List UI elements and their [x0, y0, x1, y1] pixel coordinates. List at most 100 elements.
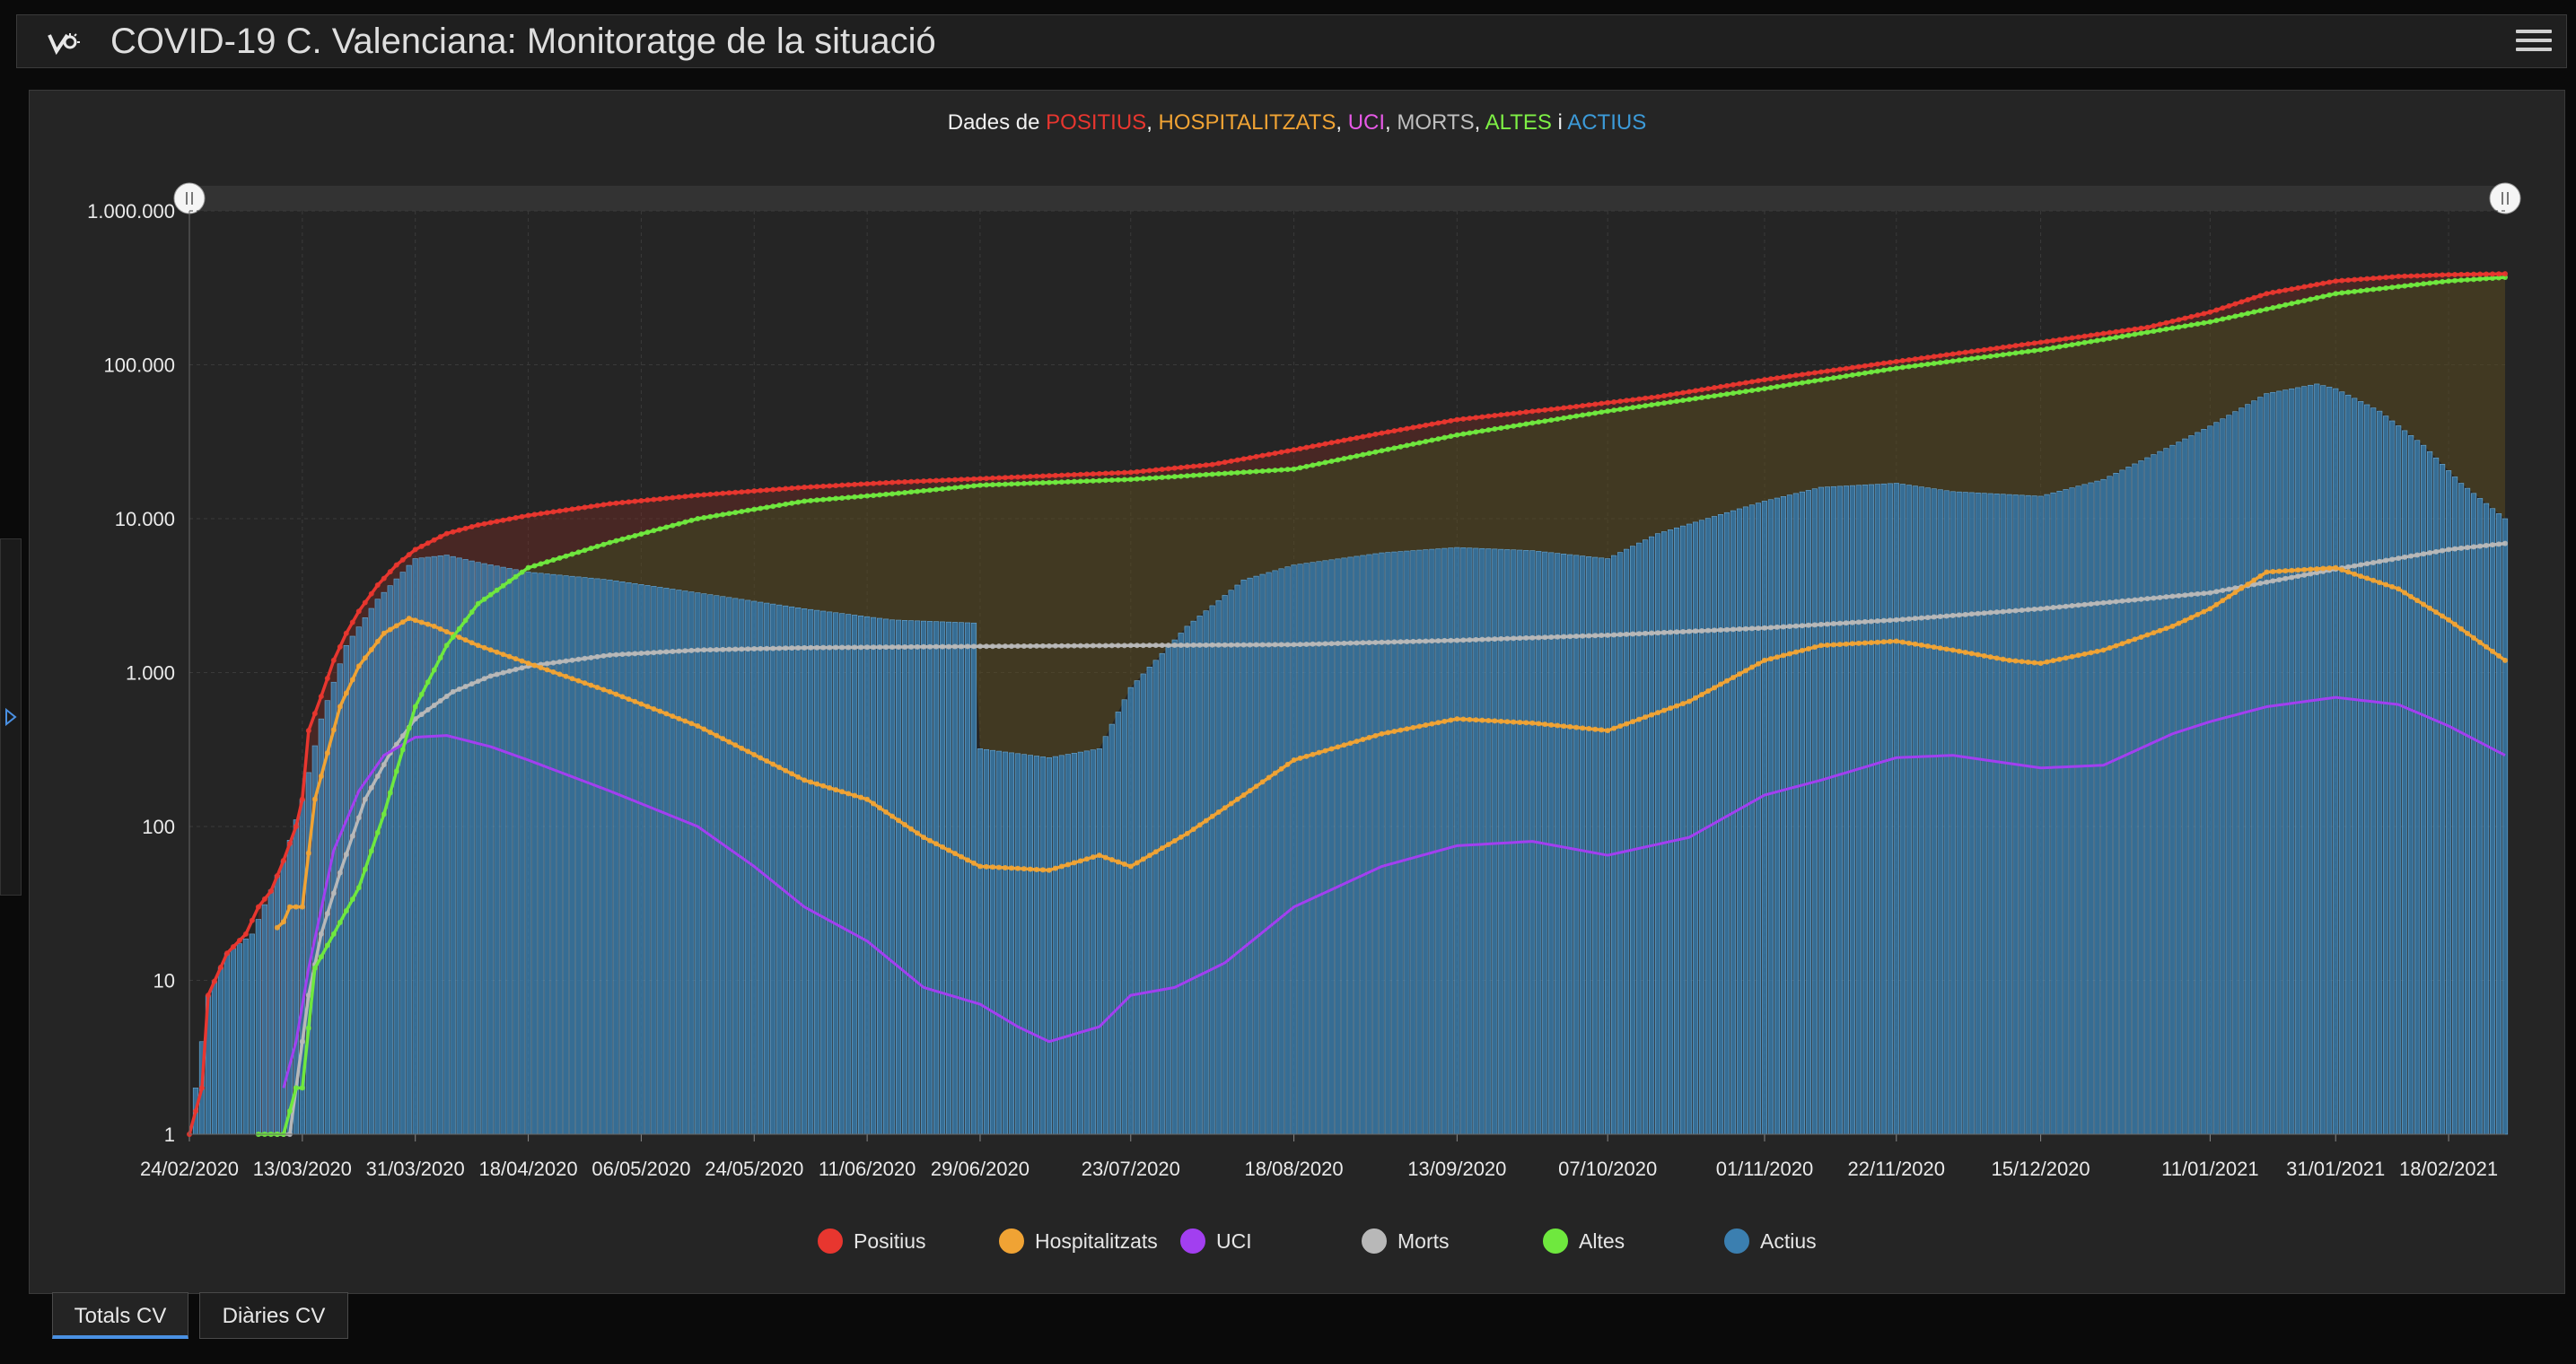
series-point-hospitalitzats: [1454, 716, 1460, 722]
series-point-altes: [1134, 476, 1140, 482]
series-point-altes: [820, 496, 827, 503]
series-point-positius: [1284, 448, 1291, 454]
series-point-hospitalitzats: [506, 653, 513, 660]
series-point-altes: [1347, 454, 1354, 460]
actius-bar: [676, 590, 682, 1135]
series-point-positius: [1767, 376, 1774, 382]
series-point-altes: [1836, 374, 1843, 380]
series-point-hospitalitzats: [2125, 638, 2132, 644]
series-point-morts: [1215, 642, 1222, 648]
series-point-altes: [1987, 353, 1993, 359]
hamburger-menu-icon[interactable]: [2516, 24, 2552, 60]
series-point-positius: [2264, 291, 2270, 297]
legend-item-positius[interactable]: Positius: [818, 1223, 926, 1259]
series-point-positius: [2352, 276, 2358, 283]
series-point-morts: [977, 643, 983, 650]
series-point-positius: [1121, 469, 1127, 476]
legend-item-uci[interactable]: UCI: [1180, 1223, 1252, 1259]
actius-bar: [1203, 610, 1209, 1135]
series-point-hospitalitzats: [940, 844, 946, 850]
series-point-positius: [2251, 294, 2257, 301]
side-panel-toggle[interactable]: [0, 538, 22, 896]
series-point-morts: [2477, 543, 2484, 549]
actius-bar: [2339, 391, 2345, 1135]
series-point-positius: [494, 519, 500, 525]
actius-bar: [895, 619, 902, 1135]
series-point-hospitalitzats: [563, 673, 569, 679]
series-point-morts: [1240, 642, 1247, 648]
series-point-positius: [995, 475, 1002, 481]
series-point-positius: [1115, 469, 1121, 476]
series-point-positius: [1108, 470, 1115, 477]
series-point-morts: [1818, 621, 1824, 627]
series-point-positius: [619, 500, 626, 506]
series-point-altes: [1171, 474, 1178, 480]
series-point-positius: [2088, 332, 2094, 338]
zoom-handle-left[interactable]: [173, 182, 206, 214]
actius-bar: [1215, 599, 1222, 1135]
series-point-morts: [582, 655, 588, 661]
series-point-positius: [1862, 363, 1868, 369]
series-point-hospitalitzats: [896, 818, 902, 824]
legend-item-morts[interactable]: Morts: [1362, 1223, 1450, 1259]
series-point-morts: [1699, 627, 1705, 634]
series-point-morts: [544, 660, 550, 667]
series-point-morts: [1931, 614, 1937, 620]
series-point-hospitalitzats: [2088, 650, 2094, 656]
actius-bar: [431, 555, 437, 1135]
series-point-positius: [1171, 465, 1178, 471]
series-point-positius: [2446, 272, 2452, 278]
actius-bar: [1146, 667, 1152, 1135]
series-point-morts: [1968, 611, 1975, 617]
series-point-altes: [1266, 468, 1272, 474]
series-point-altes: [1259, 468, 1266, 474]
series-point-morts: [808, 644, 814, 651]
series-point-morts: [871, 644, 877, 651]
series-point-hospitalitzats: [305, 850, 311, 856]
series-point-altes: [425, 679, 431, 686]
actius-bar: [732, 598, 739, 1135]
series-point-positius: [1127, 469, 1134, 476]
actius-bar: [1140, 673, 1146, 1135]
legend-item-hospitalitzats[interactable]: Hospitalitzats: [999, 1223, 1158, 1259]
actius-bar: [2232, 411, 2239, 1135]
series-point-hospitalitzats: [2484, 643, 2490, 650]
series-point-altes: [2496, 275, 2502, 281]
series-point-hospitalitzats: [393, 623, 399, 629]
series-point-morts: [2176, 592, 2182, 599]
series-point-positius: [1805, 371, 1811, 377]
chart-title-uci: UCI: [1347, 110, 1386, 135]
legend-marker-icon: [1180, 1228, 1205, 1254]
series-point-altes: [1605, 408, 1611, 415]
series-point-positius: [249, 917, 255, 923]
actius-bar: [852, 615, 858, 1135]
actius-bar: [1836, 485, 1843, 1135]
series-point-altes: [1184, 473, 1190, 479]
actius-bar: [1127, 686, 1134, 1135]
series-point-positius: [1624, 398, 1630, 404]
legend-item-altes[interactable]: Altes: [1543, 1223, 1625, 1259]
series-point-hospitalitzats: [412, 617, 418, 624]
series-point-morts: [1937, 613, 1943, 619]
series-point-positius: [2465, 271, 2471, 277]
series-point-hospitalitzats: [1366, 734, 1372, 740]
series-point-altes: [1441, 434, 1448, 441]
series-point-hospitalitzats: [1379, 730, 1385, 737]
actius-bar: [2081, 484, 2088, 1135]
series-point-altes: [1058, 479, 1065, 485]
series-point-altes: [1240, 469, 1247, 476]
series-point-morts: [1416, 638, 1423, 644]
actius-bar: [638, 584, 644, 1135]
legend-item-actius[interactable]: Actius: [1724, 1223, 1817, 1259]
actius-bar: [1643, 539, 1649, 1135]
zoom-handle-right[interactable]: [2489, 182, 2521, 214]
actius-bar: [249, 933, 256, 1135]
series-point-morts: [2195, 590, 2201, 597]
series-point-positius: [324, 675, 330, 681]
actius-bar: [995, 750, 1003, 1135]
series-point-morts: [1410, 638, 1416, 644]
tab-totals-cv[interactable]: Totals CV: [52, 1292, 188, 1339]
series-point-positius: [1504, 411, 1511, 417]
series-point-hospitalitzats: [582, 680, 588, 686]
tab-diaries-cv[interactable]: Diàries CV: [199, 1292, 348, 1339]
